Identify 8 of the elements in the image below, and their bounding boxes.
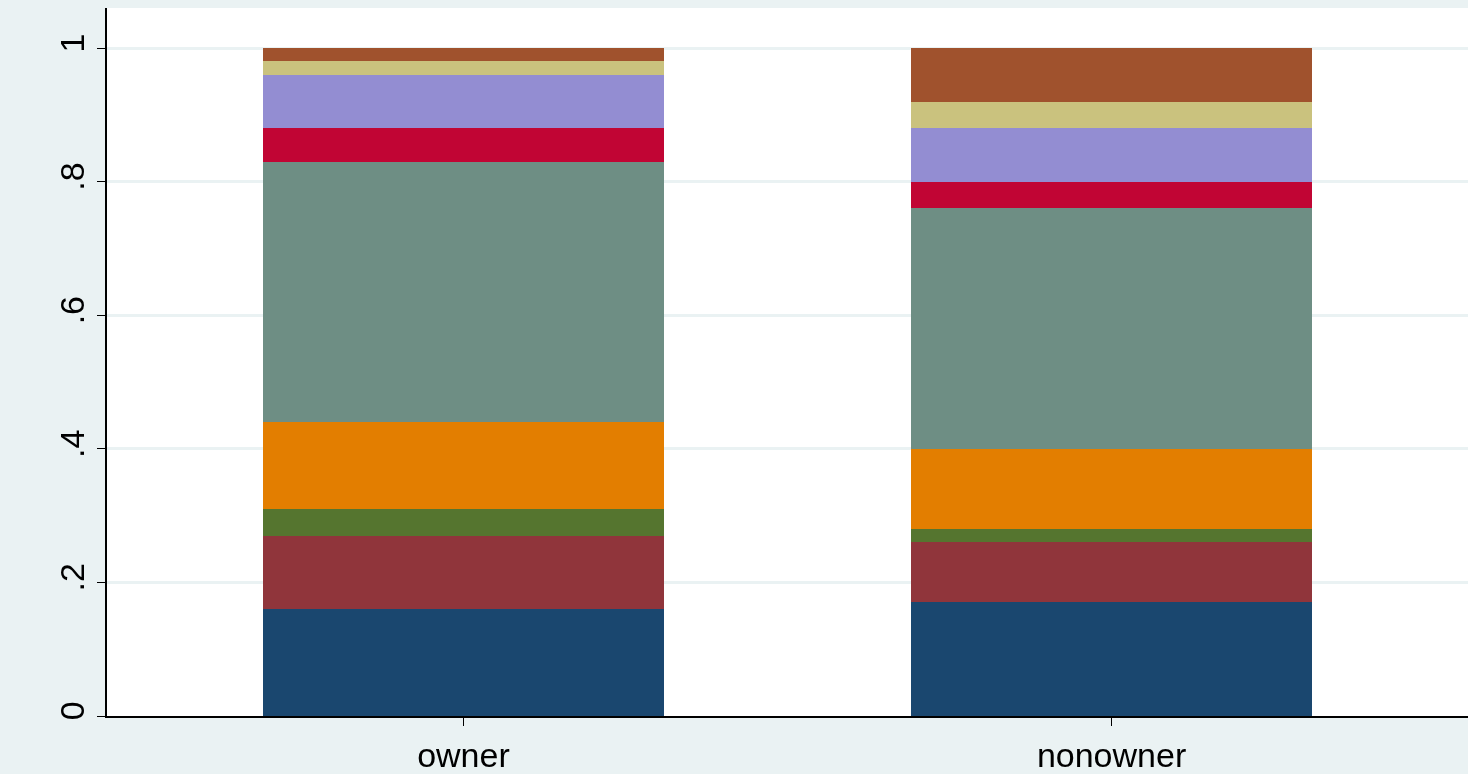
y-tick-label: 0: [52, 701, 91, 721]
y-tick-label: .8: [52, 162, 91, 191]
y-tick-label: .4: [52, 429, 91, 458]
y-tick-label: 1: [52, 33, 91, 53]
y-tick-label: .2: [52, 563, 91, 592]
y-tick-label: .6: [52, 295, 91, 325]
x-tick-label: owner: [417, 735, 510, 774]
x-tick-label: nonowner: [1036, 735, 1187, 774]
